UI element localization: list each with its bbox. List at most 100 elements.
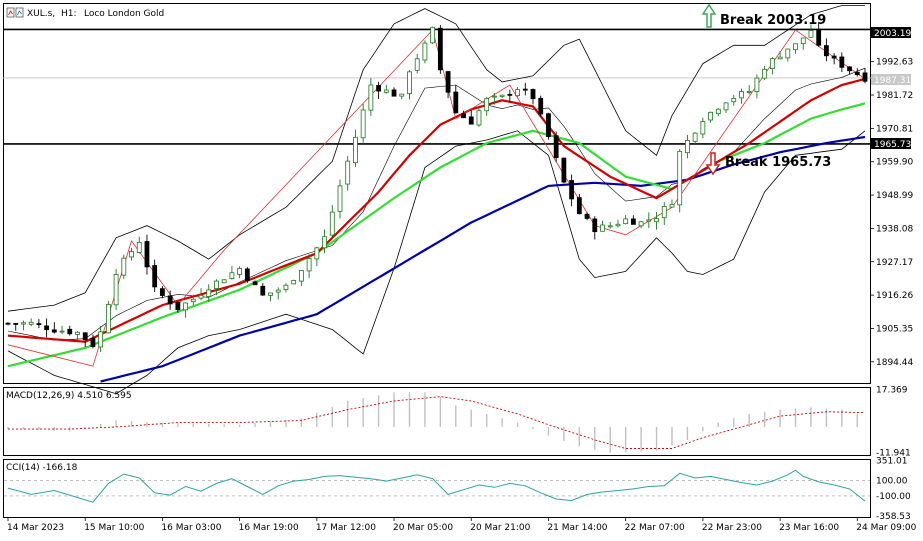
candle-body [376, 85, 381, 92]
macd-signal-line [8, 396, 866, 449]
chart-icon [6, 7, 15, 18]
price-axis-label: 1927.17 [876, 258, 913, 268]
current-tag-text: 1987.31 [874, 76, 911, 86]
candle-body [538, 97, 544, 115]
candle-body [198, 294, 204, 299]
candle-body [592, 218, 598, 233]
candle-body [129, 251, 134, 258]
candle-body [214, 280, 219, 289]
time-axis-label: 20 Mar 05:00 [393, 523, 453, 533]
candle-body [708, 111, 713, 121]
time-axis-label: 17 Mar 12:00 [316, 523, 376, 533]
candle-body [507, 93, 513, 96]
main-pane-frame [3, 3, 871, 384]
break-up-annotation: Break 2003.19 [701, 3, 826, 28]
current-price-tag: 1987.31 [871, 74, 911, 86]
candle-body [746, 90, 752, 93]
candle-body [244, 268, 250, 281]
candle-body [762, 68, 768, 79]
price-axis-label: 1905.35 [876, 324, 913, 334]
candle-body [75, 331, 80, 335]
candle-body [823, 45, 829, 57]
chart-icon-line [8, 10, 13, 16]
cci-pane[interactable] [4, 469, 870, 503]
candle-body [584, 213, 590, 219]
time-axis-label: 24 Mar 09:00 [856, 523, 916, 533]
candle-body [499, 94, 505, 97]
candle-body [5, 322, 11, 325]
candle-body [44, 325, 50, 331]
candle-body [383, 89, 389, 93]
price-axis-label: 1916.26 [876, 291, 913, 301]
cci-axis-label: -100.00 [876, 492, 911, 502]
arrow-down-icon [705, 152, 721, 176]
time-axis-label: 14 Mar 2023 [7, 523, 64, 533]
chart-icon-line [17, 10, 22, 16]
candle-body [484, 98, 490, 112]
candle-body [607, 225, 613, 228]
candle-body [715, 108, 721, 115]
candle-body [630, 218, 636, 225]
instrument-label: Loco London Gold [84, 9, 164, 19]
candle-body [777, 56, 783, 60]
candle-body [816, 28, 822, 46]
resistance-tag-bg [871, 27, 911, 38]
candle-body [391, 89, 397, 97]
candle-body [739, 91, 744, 99]
candle-body [600, 224, 605, 232]
candle-body [183, 302, 188, 311]
price-axis-label: 1894.44 [876, 358, 913, 368]
candle-body [576, 197, 582, 215]
support-tag-text: 1965.73 [874, 140, 911, 150]
candle-body [468, 116, 474, 125]
cci-axis-label: 100.00 [876, 476, 908, 486]
time-axis-label: 15 Mar 10:00 [84, 523, 144, 533]
break-down-label: Break 1965.73 [725, 155, 831, 170]
candle-body [152, 265, 158, 288]
candle-body [353, 136, 358, 164]
chart-header: XUL.s, H1: Loco London Gold [6, 7, 164, 19]
break-down-annotation: Break 1965.73 [705, 152, 831, 176]
candle-body [692, 132, 698, 142]
macd-pane[interactable] [7, 392, 866, 453]
candle-body [661, 206, 667, 219]
cci-axis-label: 351.01 [876, 457, 908, 467]
cci-label: CCI(14) -166.18 [6, 463, 78, 473]
candle-body [646, 219, 652, 222]
candle-body [121, 257, 127, 276]
candle-body [190, 298, 196, 302]
candle-body [638, 221, 644, 227]
candle-body [306, 258, 312, 272]
candle-body [553, 135, 559, 159]
candle-body [268, 292, 273, 296]
candle-body [345, 160, 351, 185]
candle-body [754, 77, 760, 92]
candle-body [368, 84, 374, 111]
candle-body [530, 89, 536, 100]
candle-body [414, 58, 420, 71]
candle-body [615, 223, 621, 227]
candle-body [847, 66, 852, 72]
candle-body [291, 279, 297, 285]
candle-body [98, 331, 104, 348]
candle-body [569, 180, 575, 200]
macd-axis-label: 17.369 [876, 385, 908, 395]
candle-body [854, 71, 860, 76]
price-axis-label: 1959.90 [876, 158, 913, 168]
current-tag-bg [871, 74, 911, 85]
bollinger-middle-line [7, 67, 866, 341]
candle-body [654, 218, 659, 223]
macd-label: MACD(12,26,9) 4.510 6.595 [6, 391, 132, 401]
candle-body [237, 268, 243, 275]
cci-pane-frame [3, 459, 871, 518]
candle-body [229, 272, 235, 279]
candle-body [113, 274, 119, 306]
candle-body [105, 304, 111, 334]
price-axis-label: 1970.81 [876, 124, 913, 134]
time-axis-label: 16 Mar 19:00 [239, 523, 299, 533]
cci-axis-label: -358.53 [876, 512, 911, 522]
candle-body [685, 139, 690, 154]
price-pane[interactable] [3, 5, 871, 395]
candle-body [90, 337, 96, 347]
